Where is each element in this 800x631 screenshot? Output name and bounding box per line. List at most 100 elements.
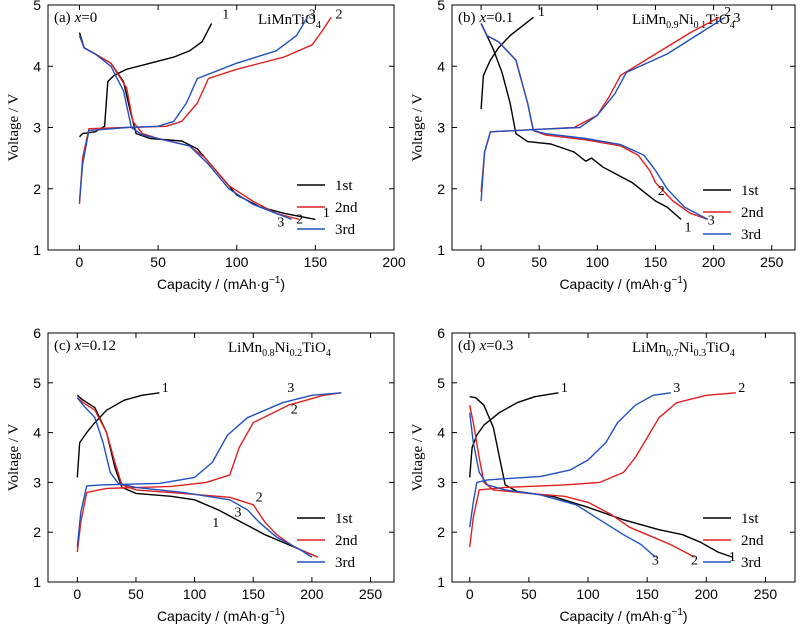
y-tick-label: 5: [437, 0, 445, 13]
formula-part: LiMn: [228, 340, 263, 356]
legend-entry: 2nd: [335, 200, 358, 216]
series-2-charge-line: [78, 16, 332, 205]
x-axis-title: Capacity / (mAh·g−1): [157, 275, 285, 292]
curve-number-label: 2: [658, 184, 665, 199]
formula-subscript: 4: [316, 20, 321, 31]
curve-number-label: 2: [291, 403, 298, 418]
compound-formula: LiMn0.9Ni0.1TiO4: [632, 12, 735, 31]
series-3-charge-line: [76, 392, 342, 548]
legend-entry: 1st: [741, 511, 759, 527]
curve-number-label: 1: [561, 381, 568, 396]
y-axis-title: Voltage / V: [6, 93, 22, 161]
x-tick-label: 200: [695, 586, 719, 602]
curve-number-label: 3: [309, 7, 316, 22]
curve-number-label: 2: [691, 554, 698, 569]
formula-part: Ni: [679, 12, 694, 28]
x-axis-title: Capacity / (mAh·g−1): [559, 275, 687, 292]
x-tick-label: 0: [466, 586, 474, 602]
series-3-discharge-line: [480, 23, 709, 221]
x-tick-label: 150: [635, 586, 659, 602]
curves: [480, 16, 726, 221]
formula-subscript: 4: [326, 348, 331, 359]
series-2-discharge-line: [480, 23, 709, 221]
legend-entry: 2nd: [741, 533, 764, 549]
legend-entry: 3rd: [741, 227, 761, 243]
series-3-charge-line: [469, 392, 671, 528]
panel-variable: x: [74, 338, 82, 354]
formula-part: Ni: [275, 340, 290, 356]
y-tick-label: 2: [437, 524, 445, 540]
x-tick-label: 150: [242, 586, 266, 602]
y-tick-label: 4: [33, 425, 41, 441]
x-axis-title-exponent: −1: [671, 275, 683, 286]
compound-formula: LiMn0.8Ni0.2TiO4: [228, 340, 331, 359]
y-tick-label: 3: [437, 120, 445, 136]
x-tick-label: 0: [73, 586, 81, 602]
curve-number-label: 3: [733, 11, 740, 26]
curve-number-label: 1: [685, 221, 692, 236]
curve-number-label: 2: [256, 490, 263, 505]
formula-subscript: 0.2: [290, 348, 303, 359]
y-axis-title: Voltage / V: [6, 423, 22, 491]
formula-part: LiMn: [632, 340, 667, 356]
x-tick-label: 100: [586, 254, 610, 270]
curve-number-label: 2: [296, 213, 303, 228]
x-tick-label: 200: [702, 254, 726, 270]
curve-number-label: 2: [738, 381, 745, 396]
formula-subscript: 0.1: [694, 20, 707, 31]
legend-entry: 3rd: [741, 555, 761, 571]
panel-tag: (b) x=0.1: [458, 10, 513, 26]
legend-entry: 1st: [335, 511, 353, 527]
curve-number-label: 3: [235, 505, 242, 520]
y-tick-label: 1: [437, 242, 445, 258]
series-1-charge-line: [76, 392, 160, 478]
x-tick-label: 100: [225, 254, 249, 270]
curve-number-label: 1: [212, 516, 219, 531]
series-1-discharge-line: [78, 32, 316, 221]
series-1-charge-line: [469, 392, 559, 478]
x-axis-title-end: ): [683, 608, 688, 624]
x-axis-title-end: ): [683, 276, 688, 292]
y-tick-label: 3: [33, 120, 41, 136]
curve-number-label: 2: [335, 7, 342, 22]
legend-entry: 3rd: [335, 222, 355, 238]
curves: [469, 392, 736, 558]
x-axis-title-main: Capacity / (mAh·g: [559, 608, 671, 624]
panel-letter: (b): [458, 10, 476, 26]
y-tick-label: 2: [33, 181, 41, 197]
series-2-charge-line: [76, 392, 342, 553]
formula-subscript: 0.3: [694, 348, 707, 359]
x-axis-title-main: Capacity / (mAh·g: [559, 276, 671, 292]
x-tick-label: 200: [300, 586, 324, 602]
formula-subscript: 4: [730, 20, 735, 31]
y-tick-label: 2: [33, 524, 41, 540]
y-tick-label: 4: [437, 58, 445, 74]
y-tick-label: 5: [33, 0, 41, 13]
panel-value: =0.1: [486, 10, 513, 26]
series-1-discharge-line: [76, 394, 319, 558]
panel-value: =0.3: [486, 338, 513, 354]
curve-number-label: 1: [729, 550, 736, 565]
x-tick-label: 100: [576, 586, 600, 602]
y-tick-label: 5: [33, 375, 41, 391]
curve-number-label: 1: [162, 381, 169, 396]
x-tick-label: 100: [183, 586, 207, 602]
formula-subscript: 0.9: [666, 20, 679, 31]
panel-tag: (d) x=0.3: [458, 338, 513, 354]
legend-entry: 2nd: [335, 533, 358, 549]
panel-tag: (c) x=0.12: [54, 338, 116, 354]
series-1-charge-line: [480, 16, 534, 110]
x-tick-label: 0: [76, 254, 84, 270]
curve-number-label: 3: [708, 213, 715, 228]
curve-number-label: 1: [323, 206, 330, 221]
formula-part: LiMnTiO: [258, 12, 316, 28]
formula-part: TiO: [302, 340, 326, 356]
legend-entry: 2nd: [741, 205, 764, 221]
x-axis-title-end: ): [280, 608, 285, 624]
formula-part: TiO: [706, 12, 730, 28]
formula-subscript: 4: [730, 348, 735, 359]
